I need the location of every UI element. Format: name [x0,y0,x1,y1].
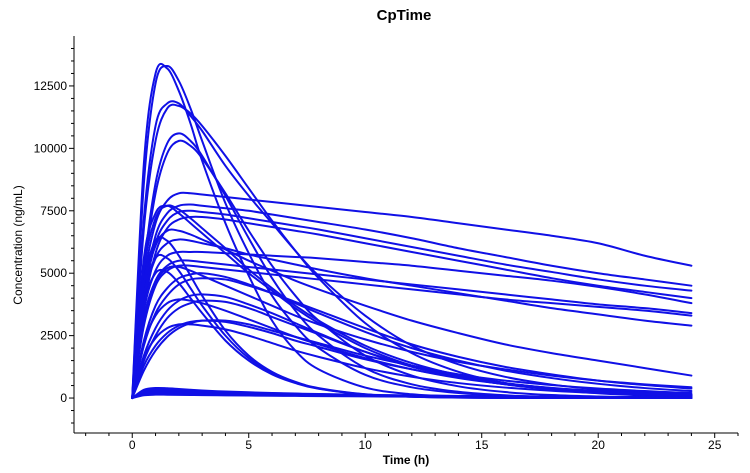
y-tick-label: 0 [60,391,67,405]
y-tick-label: 2500 [40,329,67,343]
series-line-25 [131,319,693,400]
series-line-20 [131,277,693,400]
x-tick-label: 20 [592,438,606,452]
series-line-35 [131,393,693,400]
series-line-27 [131,235,693,400]
series-line-26 [131,319,693,400]
x-tick-label: 5 [245,438,252,452]
series-line-16 [131,259,693,400]
x-tick-label: 15 [475,438,489,452]
series-line-18 [131,265,693,400]
series-line-22 [131,293,693,400]
x-tick-label: 0 [129,438,136,452]
x-tick-label: 25 [708,438,722,452]
y-tick-label: 5000 [40,266,67,280]
series-line-19 [131,272,693,400]
series-line-10 [131,215,693,400]
axes: 0 2500 5000 7500 10000 12500 0 5 10 15 20 25 [34,36,739,452]
series-line-24 [131,323,693,400]
x-axis-label: Time (h) [383,453,429,467]
series-line-3 [131,100,693,400]
series-line-8 [131,203,693,400]
chart-title: CpTime [377,7,432,24]
y-ticks: 0 2500 5000 7500 10000 12500 [34,47,74,424]
y-tick-label: 12500 [34,79,68,93]
series-line-9 [131,209,693,400]
y-tick-label: 10000 [34,141,68,155]
series-line-15 [131,250,693,400]
series-line-14 [131,238,693,400]
y-tick-label: 7500 [40,204,67,218]
y-axis-label: Concentration (ng/mL) [11,185,25,304]
series-group [131,62,693,400]
series-line-17 [131,264,693,400]
x-ticks: 0 5 10 15 20 25 [85,433,739,452]
x-tick-label: 10 [359,438,373,452]
series-line-13 [131,228,693,400]
series-line-7 [131,191,693,400]
